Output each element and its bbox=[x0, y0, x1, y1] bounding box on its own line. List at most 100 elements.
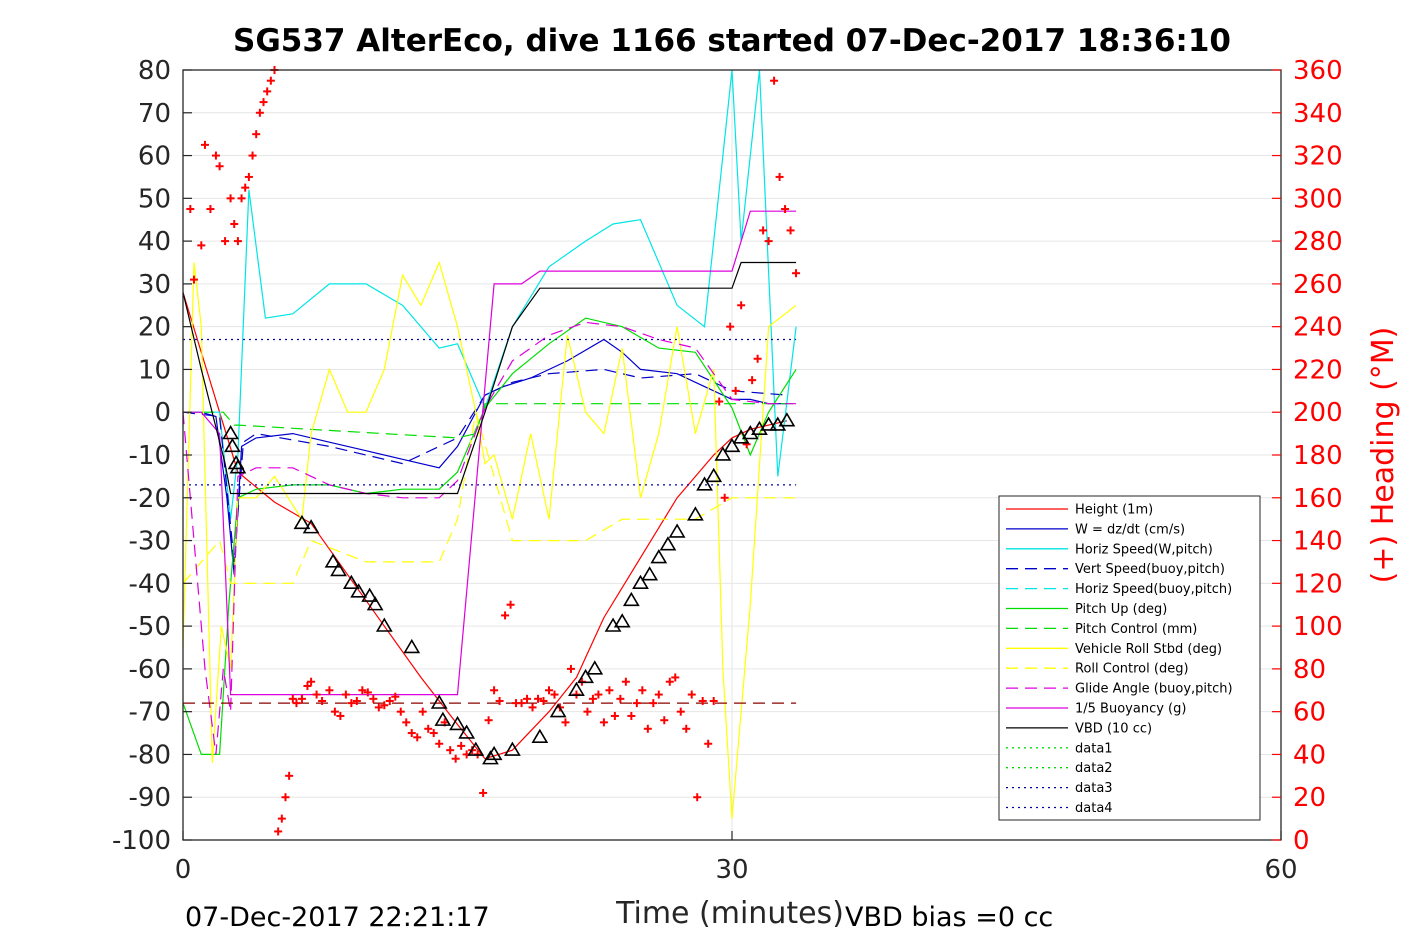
height-marker bbox=[696, 476, 713, 491]
heading-point bbox=[457, 741, 466, 750]
heading-point bbox=[616, 694, 625, 703]
left-tick-label: 70 bbox=[138, 99, 171, 129]
heading-point bbox=[396, 707, 405, 716]
legend-label: Glide Angle (buoy,pitch) bbox=[1075, 682, 1233, 697]
series-line-4 bbox=[182, 317, 797, 756]
height-marker bbox=[467, 741, 485, 756]
heading-point bbox=[632, 699, 641, 708]
heading-point bbox=[358, 686, 367, 695]
height-marker bbox=[342, 574, 360, 590]
legend-label: Vert Speed(buoy,pitch) bbox=[1075, 562, 1225, 577]
legend-label: 1/5 Buoyancy (g) bbox=[1075, 702, 1186, 717]
heading-point bbox=[424, 724, 433, 733]
heading-point bbox=[687, 690, 696, 699]
height-marker bbox=[482, 750, 499, 765]
chart-title: SG537 AlterEco, dive 1166 started 07-Dec… bbox=[233, 23, 1231, 59]
heading-point bbox=[638, 686, 647, 695]
legend-label: Horiz Speed(buoy,pitch) bbox=[1075, 582, 1232, 597]
right-tick-label: 20 bbox=[1293, 783, 1326, 813]
heading-point bbox=[233, 237, 242, 246]
heading-point bbox=[501, 611, 510, 620]
right-tick-label: 60 bbox=[1293, 698, 1326, 728]
heading-point bbox=[380, 701, 389, 710]
left-tick-label: -100 bbox=[112, 826, 171, 856]
heading-point bbox=[277, 814, 286, 823]
right-tick-label: 120 bbox=[1293, 569, 1343, 599]
heading-point bbox=[654, 690, 663, 699]
x-axis-label: Time (minutes) bbox=[615, 896, 844, 931]
heading-point bbox=[506, 600, 515, 609]
height-marker bbox=[760, 416, 777, 431]
left-axis-ticks: 80 70 60 50 40 30 20 10 0 -10 -20 -30 -40 -50 -60 -70 -8… bbox=[112, 56, 192, 856]
heading-point bbox=[545, 686, 553, 695]
height-marker bbox=[687, 506, 704, 521]
heading-point bbox=[297, 694, 306, 703]
heading-point bbox=[704, 739, 713, 748]
right-axis-label: (+) Heading (°M) bbox=[1366, 327, 1401, 584]
left-tick-label: -40 bbox=[129, 569, 171, 599]
right-tick-label: 320 bbox=[1293, 142, 1343, 172]
heading-point bbox=[610, 711, 619, 720]
heading-point bbox=[523, 694, 532, 703]
height-marker bbox=[613, 613, 631, 628]
height-marker bbox=[224, 437, 241, 453]
x-tick-label: 30 bbox=[715, 855, 748, 885]
height-marker bbox=[632, 574, 649, 590]
heading-point bbox=[347, 699, 356, 708]
legend-label: Height (1m) bbox=[1075, 503, 1153, 518]
legend-label: data2 bbox=[1075, 761, 1113, 776]
left-tick-label: 0 bbox=[154, 398, 171, 428]
heading-point bbox=[248, 151, 257, 160]
heading-point bbox=[561, 718, 570, 727]
height-marker bbox=[659, 536, 677, 551]
legend-label: Pitch Up (deg) bbox=[1075, 602, 1167, 617]
legend-box bbox=[998, 495, 1261, 821]
right-tick-label: 260 bbox=[1293, 270, 1343, 300]
height-marker bbox=[531, 728, 549, 744]
heading-point bbox=[715, 397, 724, 406]
height-marker bbox=[586, 660, 604, 675]
right-tick-label: 240 bbox=[1293, 313, 1343, 343]
heading-point bbox=[221, 237, 230, 246]
left-tick-label: 60 bbox=[138, 142, 171, 172]
heading-point bbox=[407, 729, 416, 738]
footer-timestamp: 07-Dec-2017 22:21:17 bbox=[185, 902, 490, 933]
height-marker bbox=[723, 437, 741, 453]
heading-point bbox=[325, 686, 334, 695]
heading-point bbox=[189, 275, 198, 284]
height-marker bbox=[485, 745, 503, 761]
heading-point bbox=[429, 729, 438, 738]
left-tick-label: -60 bbox=[129, 655, 171, 685]
heading-point bbox=[363, 688, 372, 697]
right-tick-label: 300 bbox=[1293, 184, 1343, 214]
heading-point bbox=[330, 707, 339, 716]
series-line-3 bbox=[182, 368, 787, 562]
right-tick-label: 100 bbox=[1293, 612, 1343, 642]
left-tick-label: -80 bbox=[129, 740, 171, 770]
heading-point bbox=[374, 703, 383, 712]
heading-point bbox=[206, 205, 215, 214]
heading-point bbox=[490, 686, 499, 695]
heading-point bbox=[643, 724, 652, 733]
heading-point bbox=[451, 754, 460, 763]
height-marker bbox=[577, 668, 594, 684]
heading-point bbox=[292, 699, 301, 708]
heading-point bbox=[764, 237, 773, 246]
heading-point bbox=[731, 386, 740, 395]
x-axis-ticks: 0 30 60 bbox=[175, 831, 1298, 885]
heading-point bbox=[676, 707, 685, 716]
height-marker bbox=[293, 514, 311, 530]
heading-point bbox=[605, 686, 614, 695]
legend-label: Vehicle Roll Stbd (deg) bbox=[1075, 642, 1222, 657]
heading-point bbox=[391, 692, 400, 701]
series-line-10 bbox=[182, 261, 797, 495]
legend-label: VBD (10 cc) bbox=[1075, 721, 1152, 736]
heading-point bbox=[748, 376, 757, 385]
heading-point bbox=[479, 788, 488, 797]
heading-point bbox=[770, 76, 779, 85]
height-marker bbox=[568, 681, 585, 696]
x-tick-label: 60 bbox=[1264, 855, 1297, 885]
left-tick-label: 80 bbox=[138, 56, 171, 86]
heading-point bbox=[336, 711, 345, 720]
left-tick-label: -70 bbox=[129, 698, 171, 728]
